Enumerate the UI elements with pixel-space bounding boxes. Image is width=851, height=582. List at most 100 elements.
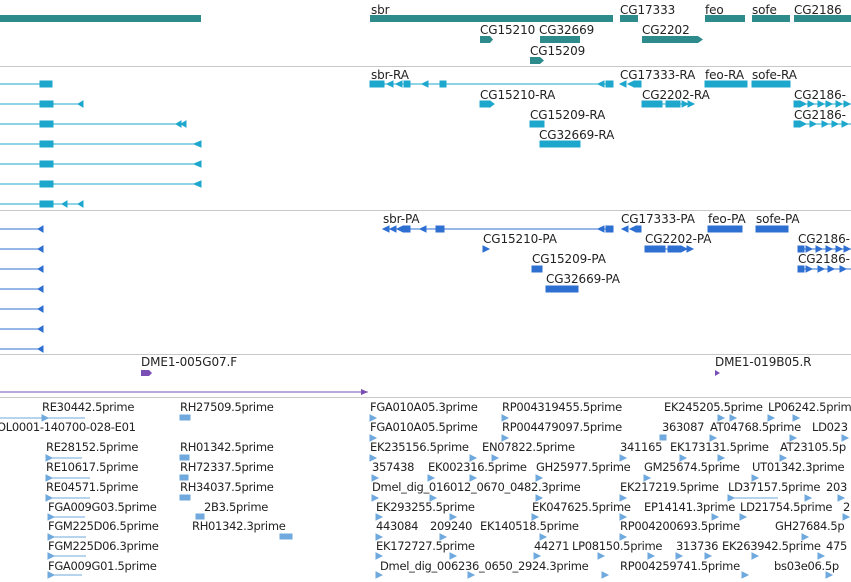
est-label: 443084 (376, 519, 419, 533)
gene-track-graphics (0, 15, 851, 64)
gene-label: CG15210 (480, 23, 536, 37)
est-label: 2B3.5prime (204, 500, 268, 514)
gene-feature[interactable] (530, 57, 544, 64)
est-label: LD21754.5prime (740, 500, 833, 514)
est-label: 2 (843, 500, 851, 514)
est-track-graphics (0, 414, 851, 579)
transcript-track: sbr-RA CG17333-RA feo-RA sofe-RA CG15210… (0, 67, 851, 210)
gene-feature[interactable] (752, 15, 790, 22)
est-label: EK172727.5prime (376, 539, 475, 553)
est-label: RE04571.5prime (46, 480, 139, 494)
track-separator (0, 66, 851, 67)
est-label: RH01342.5prime (180, 440, 274, 454)
est-label: RE30442.5prime (42, 400, 135, 414)
est-label: RP004319455.5prime (502, 400, 622, 414)
transcript-track-graphics (0, 80, 851, 208)
protein-label: CG15209-PA (532, 252, 606, 266)
track-separator (0, 354, 851, 355)
est-label: LP06242.5prime (768, 400, 851, 414)
est-label: EK293255.5prime (376, 500, 475, 514)
transcript-label: CG15209-RA (530, 108, 606, 122)
gene-feature[interactable] (480, 36, 493, 43)
transcript-label: CG2186- (794, 88, 846, 102)
gene-label: CG32669 (539, 23, 595, 37)
gene-label: CG2202 (642, 23, 690, 37)
protein-track-graphics (0, 225, 851, 353)
insertion-track: DME1-005G07.F DME1-019B05.R (0, 355, 851, 397)
insertion-label: DME1-019B05.R (715, 355, 812, 369)
transcript-label: CG2202-RA (642, 88, 710, 102)
est-label: FGA010A05.5prime (370, 420, 478, 434)
transcript-label: CG32669-RA (539, 128, 615, 142)
est-label: 363087 (662, 420, 705, 434)
track-separator (0, 397, 851, 398)
protein-label: CG2186- (798, 252, 850, 266)
est-label: 313736 (676, 539, 719, 553)
protein-label: CG2186- (798, 232, 850, 246)
est-label: EK245205.5prime (664, 400, 763, 414)
est-track: RE30442.5prime RH27509.5prime FGA010A05.… (0, 398, 851, 582)
insertion-feature[interactable] (141, 370, 152, 376)
gene-feature[interactable] (540, 36, 580, 43)
est-label: 209240 (430, 519, 473, 533)
insertion-label: DME1-005G07.F (141, 355, 238, 369)
gene-feature[interactable] (0, 15, 201, 22)
gene-label: CG15209 (530, 44, 586, 58)
est-label: LD37157.5prime (728, 480, 821, 494)
est-label: FGA010A05.3prime (370, 400, 478, 414)
transcript-label: CG17333-RA (620, 68, 696, 82)
transcript-label: sbr-RA (371, 68, 409, 82)
insertion-feature[interactable] (715, 370, 720, 376)
est-label: RP004200693.5prime (620, 519, 740, 533)
est-label: EP14141.3prime (644, 500, 736, 514)
transcript-label: sofe-RA (752, 68, 797, 82)
gene-arrow (370, 15, 376, 22)
est-label: FGM225D06.3prime (48, 539, 159, 553)
gene-label: CG17333 (620, 3, 676, 17)
est-label: 203 (826, 480, 848, 494)
gene-label: sofe (752, 3, 777, 17)
gene-feature[interactable] (370, 15, 613, 22)
protein-label: feo-PA (708, 212, 746, 226)
gene-feature[interactable] (620, 15, 638, 22)
est-label: FGA009G03.5prime (48, 500, 157, 514)
gene-feature[interactable] (705, 15, 745, 22)
est-label: AT23105.5p (780, 440, 846, 454)
est-label: LD023 (812, 420, 848, 434)
est-label: FGA009G01.5prime (48, 559, 157, 573)
est-label: GH27684.5p (775, 519, 845, 533)
est-label: EK140518.5prime (480, 519, 579, 533)
est-label: 341165 (620, 440, 663, 454)
protein-label: CG2202-PA (645, 232, 712, 246)
est-label: EK263942.5prime (722, 539, 821, 553)
est-label: RP004259741.5prime (620, 559, 740, 573)
est-label: GM25674.5prime (644, 460, 740, 474)
est-label: EN07822.5prime (482, 440, 575, 454)
est-label: UT01342.3prime (752, 460, 845, 474)
est-label: RH27509.5prime (180, 400, 274, 414)
est-label: RH72337.5prime (180, 460, 274, 474)
est-label: RE28152.5prime (46, 440, 139, 454)
protein-label: sbr-PA (383, 212, 420, 226)
protein-track: sbr-PA CG17333-PA feo-PA sofe-PA CG15210… (0, 211, 851, 354)
est-label: EK173131.5prime (670, 440, 769, 454)
est-label: RE10617.5prime (46, 460, 139, 474)
est-label: Dmel_dig_006236_0650_2924.3prime (380, 559, 589, 573)
est-label: EK235156.5prime (370, 440, 469, 454)
est-label: EK047625.5prime (532, 500, 631, 514)
est-label: RP004479097.5prime (502, 420, 622, 434)
transcript-label: CG2186- (794, 108, 846, 122)
gene-feature[interactable] (794, 15, 851, 22)
est-label: EK002316.5prime (428, 460, 527, 474)
insertion-arrow (361, 389, 368, 395)
est-label: EK217219.5prime (620, 480, 719, 494)
est-label: 44271 (534, 539, 570, 553)
est-label: bs03e06.5p (774, 559, 839, 573)
est-label: LP08150.5prime (572, 539, 663, 553)
est-label: GH25977.5prime (536, 460, 631, 474)
est-label: Dmel_dig_016012_0670_0482.3prime (372, 480, 581, 494)
transcript-label: CG15210-RA (480, 88, 556, 102)
protein-label: sofe-PA (756, 212, 800, 226)
gene-feature[interactable] (642, 36, 703, 43)
